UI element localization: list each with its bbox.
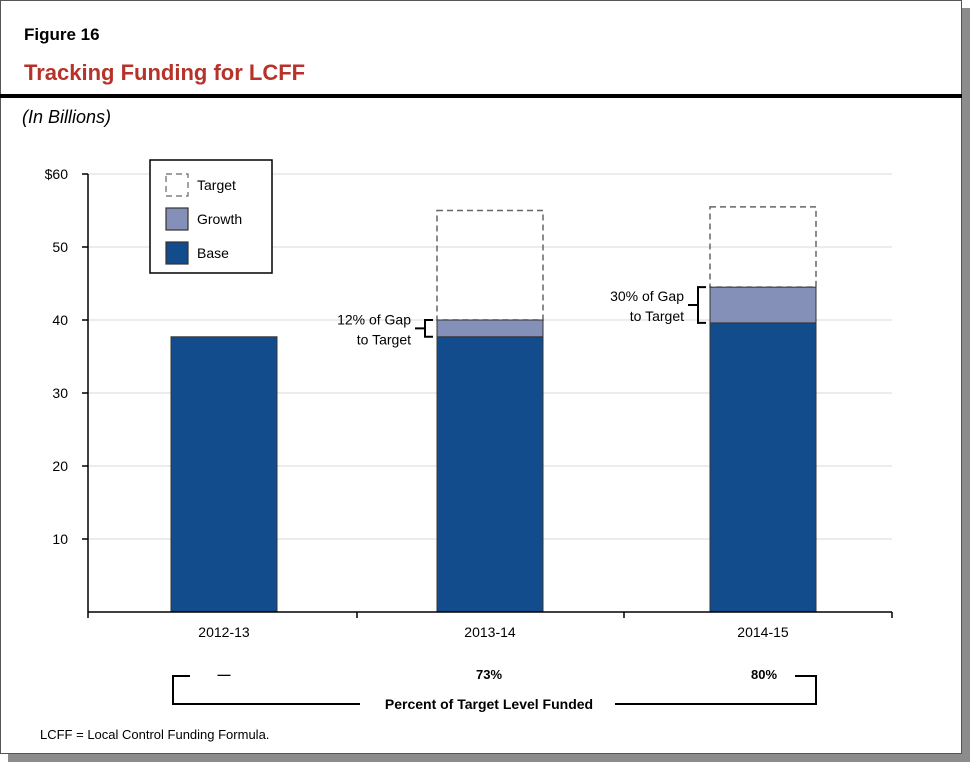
base-bar-2014-15 [709, 322, 817, 613]
percent-funded-label: Percent of Target Level Funded [385, 696, 593, 712]
percent-bracket [172, 675, 817, 705]
base-bar-2012-13 [170, 336, 278, 613]
percent-funded-2014-15: 80% [751, 667, 777, 682]
gap-bracket [688, 286, 706, 324]
gap-annotation: to Target [630, 308, 684, 324]
x-tick-label: 2013-14 [464, 624, 516, 640]
title-rule [0, 94, 962, 98]
gap-annotation: 30% of Gap [610, 288, 684, 304]
x-tick-label: 2014-15 [737, 624, 789, 640]
target-bar-2014-15 [709, 206, 817, 288]
footnote: LCFF = Local Control Funding Formula. [40, 727, 270, 742]
units-subtitle: (In Billions) [22, 107, 112, 127]
y-tick-label: 30 [52, 385, 68, 401]
legend-swatch-base [165, 241, 189, 265]
target-bar-2013-14 [436, 209, 544, 321]
y-tick-label: 10 [52, 531, 68, 547]
gap-bracket [415, 319, 433, 338]
legend-label: Base [197, 245, 229, 261]
percent-funded-2012-13: — [218, 667, 231, 682]
legend-swatch-target [165, 173, 189, 197]
figure-title: Tracking Funding for LCFF [24, 60, 306, 85]
x-tick-label: 2012-13 [198, 624, 250, 640]
base-bar-2013-14 [436, 336, 544, 613]
growth-bar-2013-14 [436, 319, 544, 338]
figure-label: Figure 16 [24, 25, 100, 44]
legend-label: Target [197, 177, 236, 193]
y-tick-label: 40 [52, 312, 68, 328]
gap-annotation: to Target [357, 331, 411, 347]
growth-bar-2014-15 [709, 286, 817, 324]
legend-label: Growth [197, 211, 242, 227]
y-tick-label: $60 [45, 166, 69, 182]
legend-swatch-growth [165, 207, 189, 231]
gap-annotation: 12% of Gap [337, 311, 411, 327]
y-tick-label: 20 [52, 458, 68, 474]
y-tick-label: 50 [52, 239, 68, 255]
percent-funded-2013-14: 73% [476, 667, 502, 682]
